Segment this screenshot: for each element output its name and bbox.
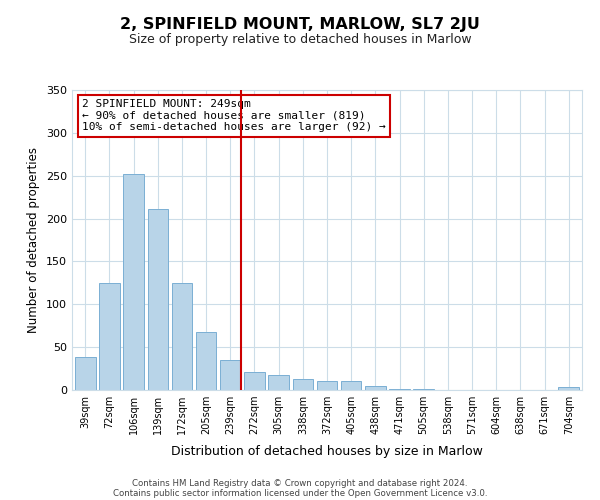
Bar xyxy=(75,358,95,390)
Text: Contains HM Land Registry data © Crown copyright and database right 2024.: Contains HM Land Registry data © Crown c… xyxy=(132,478,468,488)
X-axis label: Distribution of detached houses by size in Marlow: Distribution of detached houses by size … xyxy=(171,446,483,458)
Bar xyxy=(365,386,386,390)
Bar xyxy=(341,382,361,390)
Bar xyxy=(148,209,168,390)
Bar xyxy=(220,360,241,390)
Text: 2, SPINFIELD MOUNT, MARLOW, SL7 2JU: 2, SPINFIELD MOUNT, MARLOW, SL7 2JU xyxy=(120,18,480,32)
Text: 2 SPINFIELD MOUNT: 249sqm
← 90% of detached houses are smaller (819)
10% of semi: 2 SPINFIELD MOUNT: 249sqm ← 90% of detac… xyxy=(82,99,386,132)
Bar xyxy=(124,174,144,390)
Text: Contains public sector information licensed under the Open Government Licence v3: Contains public sector information licen… xyxy=(113,488,487,498)
Bar xyxy=(413,389,434,390)
Y-axis label: Number of detached properties: Number of detached properties xyxy=(28,147,40,333)
Bar xyxy=(293,379,313,390)
Bar xyxy=(317,382,337,390)
Bar xyxy=(559,388,579,390)
Bar xyxy=(389,389,410,390)
Bar xyxy=(99,283,120,390)
Text: Size of property relative to detached houses in Marlow: Size of property relative to detached ho… xyxy=(128,32,472,46)
Bar xyxy=(172,283,192,390)
Bar xyxy=(268,376,289,390)
Bar xyxy=(244,372,265,390)
Bar xyxy=(196,332,217,390)
